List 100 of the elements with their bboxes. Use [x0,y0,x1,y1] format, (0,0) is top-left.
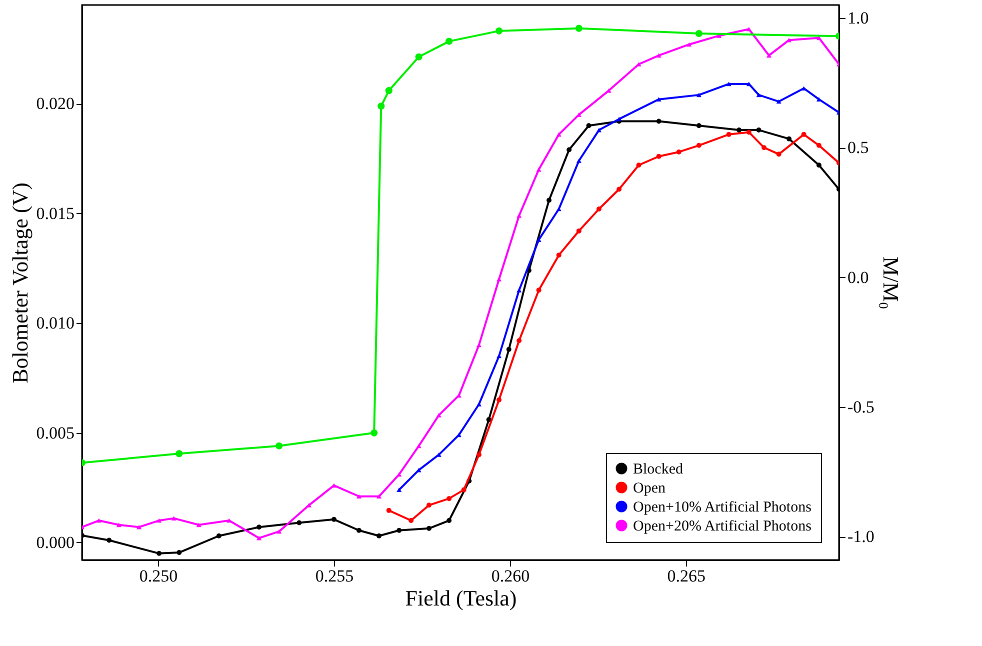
point [476,402,482,406]
point [576,228,582,234]
point [378,102,385,110]
point [656,154,662,159]
point [396,488,402,492]
point [736,128,742,133]
point [636,162,642,168]
point [396,472,402,477]
point [216,533,222,538]
point [446,496,452,502]
x-tick-label: 0.250 [139,566,178,586]
point [426,502,432,508]
point [376,494,382,499]
point [586,123,592,128]
point [446,518,452,524]
point [556,132,562,137]
y2-tick-label: 0.0 [848,268,869,287]
y2-tick-label: -1.0 [848,527,874,546]
point [776,152,782,157]
point [786,136,792,142]
point [656,118,662,124]
point [536,167,542,172]
point [746,130,752,135]
point [506,346,512,352]
point [696,142,702,148]
point [726,132,732,137]
point [536,238,542,242]
point [356,494,362,499]
point [171,516,176,520]
point [446,38,453,45]
point [416,444,422,448]
legend-label: Open+10% Artificial Photons [633,500,812,516]
point [476,452,482,458]
point [116,522,122,528]
point [106,538,112,543]
point [762,145,767,150]
point [496,397,502,402]
y2-tick-label: 1.0 [848,8,869,28]
y2-tick-label: 0.5 [848,138,869,158]
point [536,288,542,293]
point [575,24,582,32]
point [746,26,752,32]
point [696,123,702,128]
point [296,520,302,526]
point [576,158,582,163]
point [776,99,782,104]
legend-label: Open+20% Artificial Photons [633,518,812,534]
point [496,277,502,282]
y-axis-title: Bolometer Voltage (V) [7,182,32,384]
point [756,92,762,98]
point [386,508,392,513]
point [686,42,692,47]
point [96,518,102,523]
point [396,528,402,533]
y-tick-label: 0.010 [36,314,74,333]
point [385,87,392,94]
point [376,533,382,538]
point [556,206,562,212]
y-tick-label: 0.020 [36,94,74,114]
point [136,524,142,530]
point [426,526,432,531]
point [176,550,182,556]
point [516,338,522,344]
point [256,524,262,530]
point [676,149,682,154]
point [596,128,602,132]
point [436,413,442,418]
point [726,82,732,86]
point [370,429,378,436]
point [616,186,622,192]
point [496,27,503,34]
point [656,53,662,58]
x-tick-label: 0.255 [315,566,354,586]
point [801,132,806,137]
point [276,442,283,450]
point [695,30,702,38]
point [656,97,662,102]
y-tick-label: 0.000 [36,532,74,552]
point [226,518,232,523]
point [816,162,822,168]
x-tick-label: 0.265 [667,566,706,586]
y-tick-label: 0.005 [36,423,74,442]
legend-label: Blocked [633,462,684,478]
point [816,142,822,148]
point [331,516,336,522]
point [516,213,522,218]
legend-label: Open [633,480,666,496]
point [556,252,562,258]
x-tick-label: 0.260 [491,566,530,586]
point [516,288,522,292]
point [496,354,502,358]
point [596,206,602,212]
x-axis-title: Field (Tesla) [405,586,517,610]
point [461,487,466,492]
y2-axis-title: M/M₀ [878,256,904,310]
point [766,53,772,58]
point [156,550,162,556]
point [176,450,183,458]
point [746,82,752,86]
point [566,147,572,152]
